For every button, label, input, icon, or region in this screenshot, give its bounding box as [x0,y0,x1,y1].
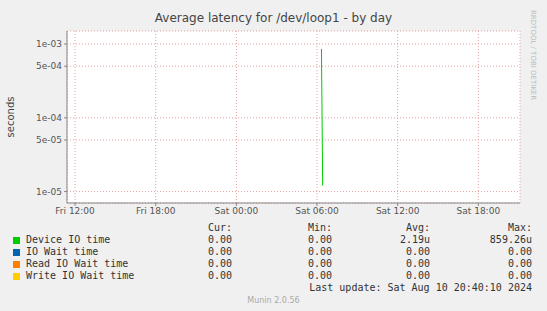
html-text:RRDTOOL / TOBI OETIKER: RRDTOOL / TOBI OETIKER [529,10,537,101]
html-text:0.00: 0.00 [207,234,232,245]
html-text:Average latency for /dev/loop1: Average latency for /dev/loop1 - by day [154,11,393,25]
svg-text:1e-04: 1e-04 [36,113,62,123]
html-text:2.19u: 2.19u [399,234,430,245]
html-text:Cur:: Cur: [207,222,232,233]
html-text:859.26u: 859.26u [489,234,532,245]
html-text:0.00: 0.00 [207,246,232,257]
svg-text:5e-05: 5e-05 [36,135,62,145]
html-text:0.00: 0.00 [405,270,430,281]
html-text:0.00: 0.00 [405,258,430,269]
svg-text:Sat 18:00: Sat 18:00 [457,206,501,216]
html-text:Device IO time: Device IO time [26,234,111,245]
svg-text:Sat 06:00: Sat 06:00 [295,206,339,216]
html-text:Read IO Wait time: Read IO Wait time [26,258,129,269]
svg-text:5e-04: 5e-04 [36,61,62,71]
html-text:Write IO Wait time: Write IO Wait time [26,270,135,281]
svg-text:Fri 12:00: Fri 12:00 [55,206,95,216]
svg-text:1e-05: 1e-05 [36,187,62,197]
svg-text:Fri 18:00: Fri 18:00 [136,206,176,216]
svg-text:1e-03: 1e-03 [36,39,62,49]
html-text:0.00: 0.00 [207,270,232,281]
svg-text:Sat 00:00: Sat 00:00 [215,206,259,216]
html-text:Last update: Sat Aug 10 20:40:: Last update: Sat Aug 10 20:40:10 2024 [309,282,532,293]
html-text:0.00: 0.00 [207,258,232,269]
html-text:0.00: 0.00 [405,246,430,257]
html-text:IO Wait time: IO Wait time [26,246,99,257]
html-text:0.00: 0.00 [307,246,332,257]
html-text:0.00: 0.00 [507,270,532,281]
html-text:Max:: Max: [507,222,532,233]
html-text:Munin 2.0.56: Munin 2.0.56 [247,296,300,305]
html-text:0.00: 0.00 [307,234,332,245]
html-text:0.00: 0.00 [507,258,532,269]
html-text:0.00: 0.00 [307,270,332,281]
svg-text:Sat 12:00: Sat 12:00 [376,206,420,216]
html-text:Min:: Min: [307,222,332,233]
html-text:0.00: 0.00 [307,258,332,269]
html-text:Avg:: Avg: [405,222,430,233]
html-text:0.00: 0.00 [507,246,532,257]
html-text:seconds: seconds [4,96,16,138]
